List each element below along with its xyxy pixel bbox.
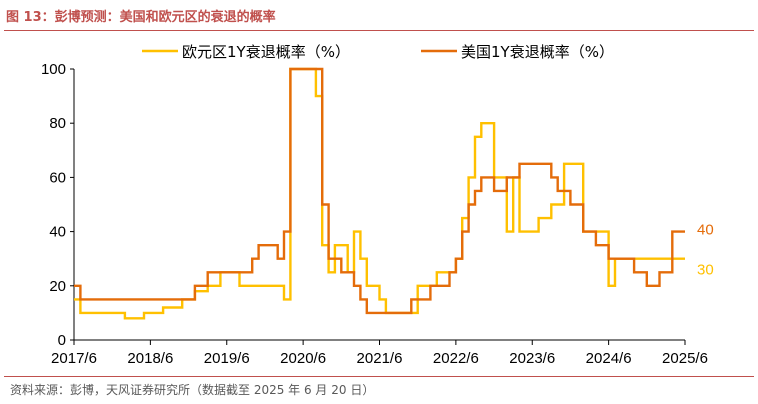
series-layer [74, 67, 685, 320]
x-tick-label: 2022/6 [433, 350, 479, 367]
x-tick-label: 2025/6 [662, 350, 708, 367]
chart-legend: 欧元区1Y衰退概率（%） 美国1Y衰退概率（%） [142, 43, 614, 61]
y-tick-label: 60 [49, 169, 66, 186]
y-tick-label: 40 [49, 224, 66, 241]
x-tick-label: 2021/6 [357, 350, 403, 367]
series-end-label: 40 [697, 222, 714, 239]
end-labels: 30 40 [697, 222, 714, 279]
chart-axes: 0 20 40 60 80 100 2017/6 2018/6 2019/6 2020/6 2021… [41, 61, 708, 367]
series-line [74, 67, 685, 315]
x-tick-label: 2019/6 [204, 350, 250, 367]
x-tick-label: 2020/6 [280, 350, 326, 367]
y-tick-label: 100 [41, 61, 66, 78]
source-note: 资料来源：彭博，天风证券研究所（数据截至 2025 年 6 月 20 日） [10, 383, 375, 397]
legend-label: 欧元区1Y衰退概率（%） [182, 43, 350, 61]
x-tick-label: 2017/6 [51, 350, 97, 367]
x-tick-label: 2018/6 [127, 350, 173, 367]
y-tick-label: 20 [49, 278, 66, 295]
series-end-label: 30 [697, 262, 714, 279]
figure-title: 图 13：彭博预测：美国和欧元区的衰退的概率 [6, 10, 276, 25]
x-tick-label: 2024/6 [586, 350, 632, 367]
y-tick-label: 80 [49, 115, 66, 132]
series-line [74, 67, 685, 320]
y-tick-label: 0 [58, 332, 66, 349]
footer-rule [4, 376, 754, 377]
legend-label: 美国1Y衰退概率（%） [461, 43, 614, 61]
x-tick-label: 2023/6 [509, 350, 555, 367]
title-rule [4, 30, 754, 31]
